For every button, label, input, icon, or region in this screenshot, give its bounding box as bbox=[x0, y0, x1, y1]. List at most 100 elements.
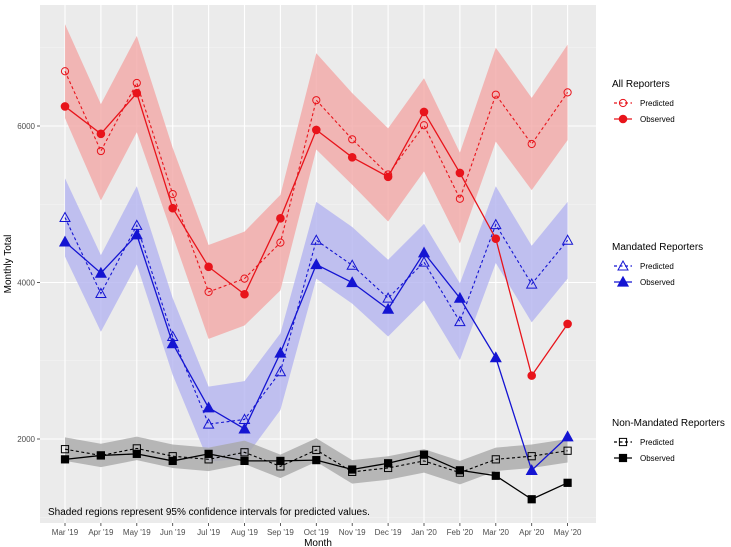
x-tick-label: Jul '19 bbox=[197, 528, 220, 537]
observed-point bbox=[60, 102, 70, 111]
ci-band bbox=[65, 178, 568, 462]
observed-point bbox=[563, 319, 572, 329]
legend-key-marker bbox=[618, 114, 628, 124]
observed-point bbox=[130, 228, 143, 240]
x-tick-label: Feb '20 bbox=[447, 528, 474, 537]
observed-point bbox=[276, 456, 285, 466]
legend-key-marker bbox=[618, 453, 628, 463]
legend-label: Predicted bbox=[640, 99, 674, 108]
predicted-point bbox=[168, 189, 177, 199]
x-tick-label: Mar '19 bbox=[52, 528, 79, 537]
predicted-point bbox=[561, 234, 574, 245]
predicted-point bbox=[240, 274, 249, 283]
predicted-point bbox=[202, 418, 215, 429]
predicted-point bbox=[96, 146, 106, 156]
x-axis-ticks: Mar '19 Apr '19 May '19 Jun '19 Jul '19 Aug '… bbox=[52, 523, 582, 537]
series-markers bbox=[58, 67, 574, 504]
legend-key-marker bbox=[618, 437, 628, 447]
predicted-point bbox=[348, 135, 357, 144]
observed-point bbox=[346, 276, 359, 288]
x-tick-label: Oct '19 bbox=[304, 528, 330, 537]
x-tick-label: Apr '20 bbox=[519, 528, 545, 537]
predicted-point bbox=[489, 218, 502, 230]
predicted-point bbox=[312, 96, 321, 105]
predicted-line bbox=[64, 70, 569, 293]
predicted-point bbox=[418, 256, 430, 267]
x-tick-label: May '19 bbox=[123, 528, 151, 537]
predicted-point bbox=[455, 194, 464, 203]
observed-point bbox=[489, 351, 502, 363]
predicted-point bbox=[60, 67, 70, 76]
observed-point bbox=[527, 495, 536, 504]
annotation-text: Shaded regions represent 95% confidence … bbox=[48, 507, 370, 518]
observed-point bbox=[168, 203, 177, 213]
predicted-point bbox=[132, 78, 141, 88]
legend-title: Mandated Reporters bbox=[612, 242, 703, 253]
predicted-point bbox=[382, 292, 394, 303]
legend: All Reporters Predicted Observed Mandated R… bbox=[612, 79, 725, 463]
observed-point bbox=[202, 401, 215, 413]
observed-point bbox=[132, 88, 142, 98]
observed-point bbox=[347, 153, 357, 162]
observed-point bbox=[204, 449, 213, 458]
observed-point bbox=[96, 129, 106, 139]
x-tick-label: Sep '19 bbox=[267, 528, 294, 537]
observed-point bbox=[58, 235, 72, 247]
y-tick-label: 2000 bbox=[17, 435, 35, 444]
predicted-point bbox=[419, 121, 429, 130]
x-tick-label: Aug '19 bbox=[231, 528, 258, 537]
observed-point bbox=[94, 266, 107, 278]
predicted-point bbox=[525, 278, 538, 289]
predicted-point bbox=[346, 259, 359, 270]
y-axis-title: Monthly Total bbox=[3, 235, 14, 294]
legend-key-marker bbox=[618, 98, 628, 108]
observed-point bbox=[312, 125, 321, 135]
legend-key-marker bbox=[616, 275, 630, 287]
predicted-line bbox=[64, 217, 569, 425]
observed-point bbox=[383, 172, 393, 182]
observed-point bbox=[525, 464, 538, 475]
predicted-point bbox=[563, 88, 572, 97]
x-tick-label: Nov '19 bbox=[339, 528, 366, 537]
y-axis-ticks: 2000 4000 6000 bbox=[17, 122, 40, 444]
predicted-point bbox=[491, 455, 500, 464]
observed-point bbox=[491, 471, 500, 480]
legend-label: Observed bbox=[640, 454, 675, 463]
legend-key-marker bbox=[617, 259, 629, 271]
observed-point bbox=[561, 430, 574, 442]
observed-point bbox=[96, 451, 106, 460]
observed-point bbox=[276, 214, 285, 223]
ci-band bbox=[65, 24, 568, 339]
observed-point bbox=[240, 289, 249, 299]
observed-point bbox=[274, 346, 287, 358]
y-tick-label: 4000 bbox=[17, 279, 35, 288]
observed-point bbox=[563, 478, 572, 487]
x-tick-label: May '20 bbox=[554, 528, 582, 537]
observed-point bbox=[240, 456, 249, 466]
observed-point bbox=[455, 168, 465, 178]
observed-point bbox=[384, 459, 393, 468]
observed-point bbox=[491, 234, 501, 243]
legend-label: Predicted bbox=[640, 262, 674, 271]
observed-point bbox=[419, 450, 429, 459]
x-tick-label: Apr '19 bbox=[88, 528, 114, 537]
predicted-line bbox=[64, 447, 568, 474]
x-tick-label: Mar '20 bbox=[483, 528, 510, 537]
predicted-point bbox=[491, 90, 500, 99]
observed-point bbox=[348, 465, 357, 474]
predicted-point bbox=[527, 139, 536, 149]
predicted-point bbox=[563, 446, 572, 455]
x-tick-label: Jun '19 bbox=[160, 528, 186, 537]
observed-point bbox=[382, 302, 395, 314]
observed-point bbox=[60, 455, 70, 464]
predicted-point bbox=[454, 315, 466, 327]
predicted-point bbox=[276, 238, 285, 247]
observed-point bbox=[204, 262, 213, 272]
observed-point bbox=[310, 258, 323, 270]
predicted-point bbox=[240, 448, 249, 457]
observed-point bbox=[166, 337, 179, 349]
observed-point bbox=[453, 291, 466, 303]
x-axis-title: Month bbox=[304, 538, 332, 547]
observed-point bbox=[455, 466, 464, 475]
